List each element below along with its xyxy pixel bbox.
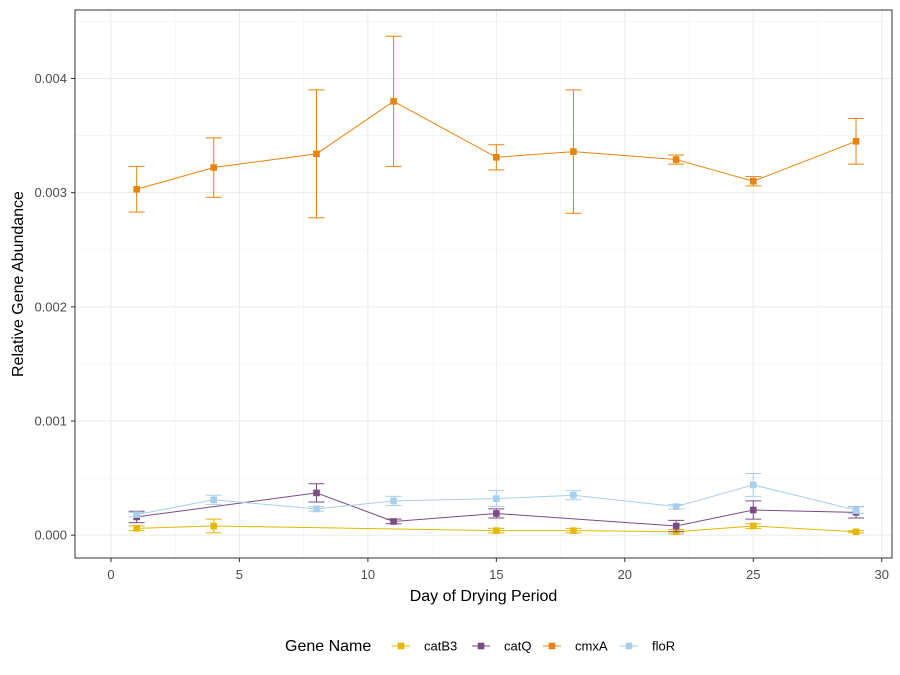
data-point-cmxa (672, 156, 680, 163)
x-tick-label: 30 (874, 567, 888, 582)
minor-gridlines (75, 10, 892, 558)
data-point-catq (493, 510, 500, 517)
legend-key-marker (625, 642, 633, 650)
data-point-cmxa (852, 137, 860, 145)
data-point-flor (210, 496, 218, 504)
data-point-flor (133, 511, 140, 518)
data-point-cmxa (133, 185, 140, 193)
legend-label: catB3 (424, 639, 457, 654)
data-point-catb3 (133, 525, 140, 532)
data-point-cmxa (390, 98, 397, 105)
legend-key-marker (477, 642, 485, 650)
data-point-flor (313, 505, 320, 513)
legend-key-marker (397, 642, 405, 650)
data-point-flor (570, 491, 577, 499)
data-point-catb3 (210, 522, 218, 530)
data-point-catq (672, 522, 680, 530)
legend-label: catQ (504, 639, 531, 654)
legend-item-catb3: catB3 (392, 639, 457, 654)
x-tick-label: 5 (236, 567, 243, 582)
data-point-catq (749, 506, 757, 514)
data-point-catq (390, 518, 397, 525)
y-tick-label: 0.004 (34, 71, 67, 86)
y-tick-label: 0.001 (34, 414, 67, 429)
y-axis: 0.000 0.001 0.002 0.003 0.004 (34, 71, 75, 543)
y-tick-label: 0.002 (34, 299, 67, 314)
data-point-catb3 (570, 527, 577, 534)
panel-border (74, 9, 893, 559)
x-tick-label: 20 (618, 567, 632, 582)
legend: Gene Name catB3 catQ cmxA floR (285, 638, 675, 655)
x-tick-label: 10 (361, 567, 375, 582)
series-cmxa (128, 35, 865, 219)
data-point-flor (672, 503, 680, 510)
x-tick-label: 0 (107, 567, 114, 582)
data-point-catq (313, 489, 320, 497)
legend-item-catq: catQ (472, 639, 531, 654)
x-tick-label: 25 (746, 567, 760, 582)
data-point-cmxa (493, 153, 500, 161)
legend-title: Gene Name (285, 638, 371, 655)
y-tick-label: 0.003 (34, 185, 67, 200)
data-point-flor (493, 495, 500, 502)
x-axis: 0 5 10 15 20 25 30 (107, 558, 889, 582)
legend-label: floR (652, 639, 675, 654)
data-point-cmxa (313, 150, 320, 158)
legend-key-marker (548, 642, 556, 650)
data-point-catb3 (852, 528, 860, 536)
data-point-cmxa (210, 164, 218, 171)
legend-label: cmxA (575, 639, 608, 654)
y-tick-label: 0.000 (34, 528, 67, 543)
series-layer (128, 35, 865, 536)
data-point-flor (852, 506, 860, 514)
y-axis-title: Relative Gene Abundance (10, 191, 27, 377)
legend-item-flor: floR (620, 639, 675, 654)
legend-item-cmxa: cmxA (543, 639, 608, 654)
data-point-cmxa (749, 177, 757, 185)
series-flor (128, 473, 865, 518)
data-point-catb3 (493, 527, 500, 534)
major-gridlines (75, 10, 892, 558)
x-axis-title: Day of Drying Period (410, 588, 558, 605)
data-point-flor (749, 481, 757, 489)
data-point-flor (390, 497, 397, 505)
data-point-catb3 (749, 522, 757, 530)
data-point-cmxa (570, 148, 577, 155)
x-tick-label: 15 (489, 567, 503, 582)
